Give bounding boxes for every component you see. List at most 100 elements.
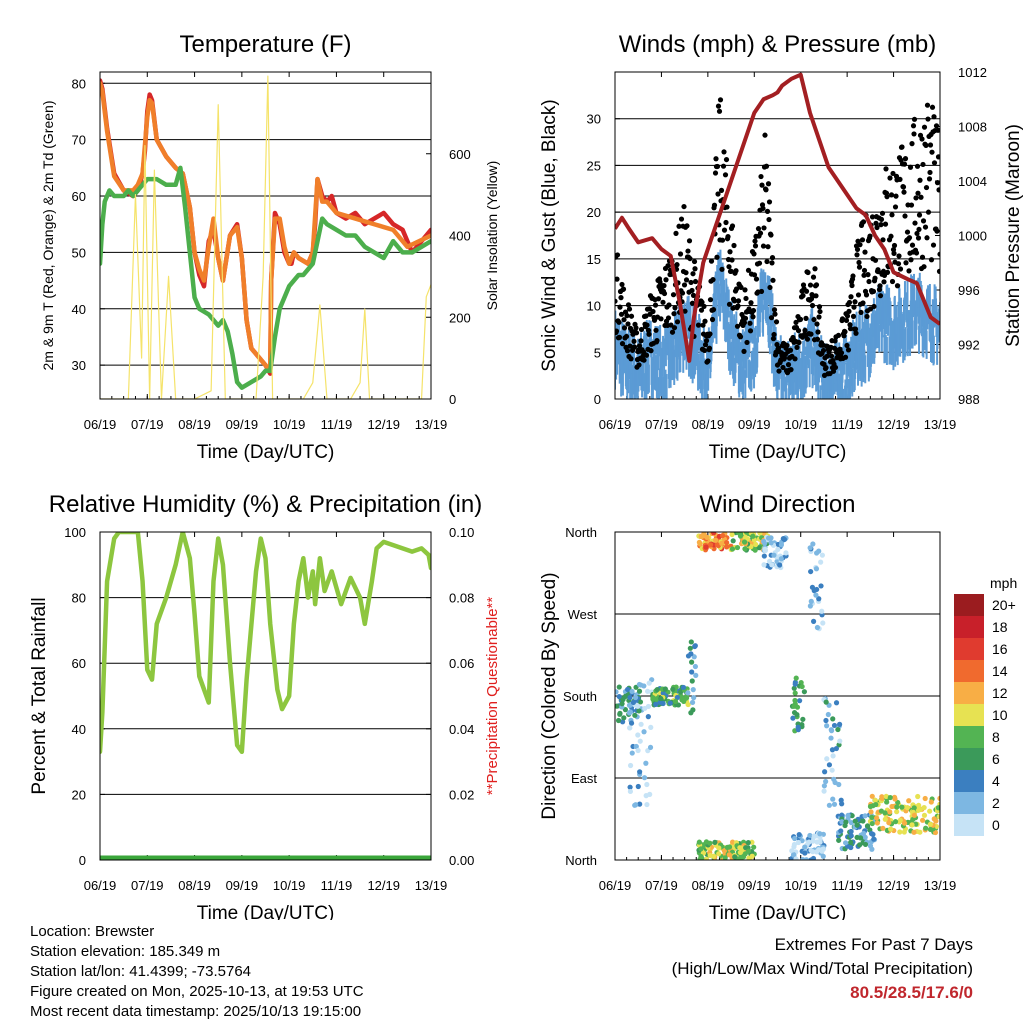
direction-point [873, 801, 879, 808]
y-tick-label: 70 [72, 133, 86, 148]
direction-point [802, 844, 808, 850]
direction-point [818, 559, 824, 565]
direction-point [687, 645, 693, 651]
x-tick-label: 12/19 [877, 878, 910, 893]
direction-point [635, 732, 641, 738]
x-tick-label: 10/19 [273, 417, 306, 432]
direction-point [713, 537, 719, 543]
gust-point [735, 298, 742, 304]
gust-point [863, 292, 870, 298]
gust-point [860, 300, 866, 306]
gust-point [721, 227, 728, 233]
direction-point [721, 848, 727, 854]
gust-point [874, 224, 880, 231]
location-text: Location: Brewster [30, 923, 155, 940]
gust-point [633, 330, 640, 336]
gust-point [894, 283, 901, 289]
y2-tick-label: 0.00 [449, 853, 474, 868]
gust-point [679, 290, 686, 296]
direction-point [919, 817, 926, 823]
direction-point [685, 701, 691, 708]
gust-point [752, 238, 758, 244]
chart-wind_direction: Wind DirectionNorthEastSouthWestNorth06/… [539, 491, 1017, 920]
gust-point [861, 272, 867, 278]
direction-point [887, 809, 893, 815]
gust-point [769, 255, 776, 261]
legend-label: 4 [992, 773, 1000, 789]
direction-point [932, 829, 939, 836]
direction-point [615, 717, 622, 724]
gust-point [830, 368, 837, 374]
direction-point [917, 806, 923, 813]
direction-point [769, 562, 775, 568]
gust-point [918, 194, 924, 200]
direction-point [792, 697, 798, 704]
x-tick-label: 07/19 [645, 417, 678, 432]
direction-point [810, 855, 817, 860]
gust-point [654, 337, 660, 344]
direction-point [931, 816, 937, 822]
direction-point [802, 850, 808, 856]
legend-swatch [954, 770, 984, 792]
gust-point [625, 302, 632, 308]
direction-point [680, 684, 687, 691]
gust-point [674, 319, 681, 325]
direction-point [870, 831, 876, 838]
chart-winds: Winds (mph) & Pressure (mb) 0 5 10 15 20 25 30 0… [539, 31, 1024, 463]
direction-point [869, 814, 875, 820]
direction-point [828, 727, 834, 733]
gust-point [922, 224, 929, 230]
direction-point [880, 825, 886, 831]
direction-point [646, 680, 652, 686]
direction-point [790, 852, 797, 858]
direction-point [645, 714, 651, 720]
gust-point [915, 190, 921, 196]
gust-point [628, 313, 635, 319]
y-tick-label: 80 [72, 76, 86, 91]
x-tick-label: 09/19 [738, 417, 771, 432]
gust-point [624, 348, 631, 354]
gust-point [889, 278, 896, 285]
y2-tick-label: 1000 [958, 229, 987, 244]
gust-point [859, 237, 866, 243]
gust-point [762, 132, 768, 138]
direction-point [797, 698, 803, 704]
x-tick-label: 07/19 [645, 878, 678, 893]
gust-point [881, 279, 887, 285]
x-tick-label: 12/19 [367, 878, 400, 893]
direction-point [675, 702, 682, 708]
gust-point [909, 141, 915, 147]
gust-point [769, 260, 775, 266]
direction-point [681, 698, 687, 705]
direction-point [923, 825, 929, 831]
direction-point [730, 538, 736, 544]
gust-point [763, 187, 769, 193]
direction-point [761, 562, 767, 568]
direction-point [745, 840, 751, 846]
gust-point [858, 309, 864, 316]
gust-point [856, 259, 862, 266]
chart-temperature: Temperature (F) 30 40 50 60 70 80 06/19 07/19 08/… [40, 31, 500, 463]
direction-point [830, 796, 836, 802]
chart-title: Temperature (F) [179, 31, 351, 58]
direction-point [693, 672, 699, 678]
direction-point [768, 540, 774, 546]
gust-point [644, 322, 650, 328]
direction-point [801, 689, 807, 695]
legend-swatch [954, 682, 984, 704]
gust-point [665, 315, 672, 321]
direction-point [819, 608, 825, 614]
gust-point [720, 163, 727, 169]
direction-point [845, 812, 851, 818]
gust-point [912, 220, 918, 226]
direction-point [783, 550, 789, 556]
gust-point [727, 249, 733, 255]
direction-point [794, 712, 800, 718]
gust-point [916, 212, 923, 218]
direction-point [792, 681, 798, 687]
direction-point [662, 686, 668, 692]
gust-point [742, 315, 749, 321]
direction-point [703, 856, 710, 860]
gust-point [748, 300, 754, 306]
